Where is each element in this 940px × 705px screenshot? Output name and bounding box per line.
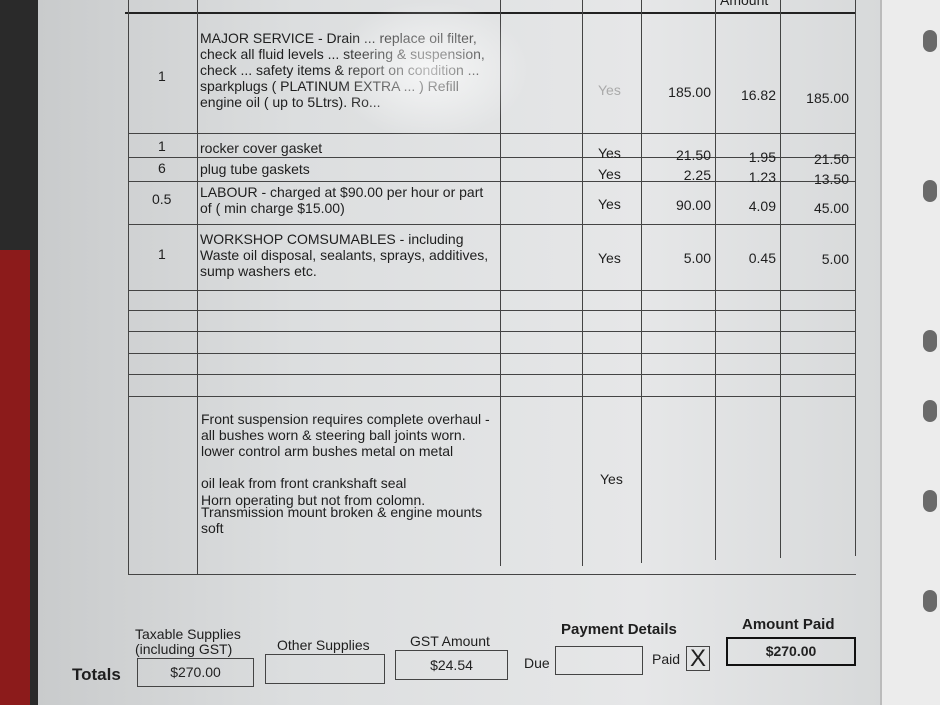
total: 5.00 xyxy=(821,251,849,267)
total: 45.00 xyxy=(813,200,849,216)
price: 185.00 xyxy=(668,84,711,100)
taxable-value: $270.00 xyxy=(137,658,254,687)
paid-label: Paid xyxy=(652,651,681,667)
gst-label: GST Amount xyxy=(410,633,490,649)
total: 185.00 xyxy=(806,90,849,106)
gst-flag: Yes xyxy=(598,82,621,98)
binder-hole xyxy=(923,180,937,202)
binder-hole xyxy=(923,30,937,52)
price: 90.00 xyxy=(675,197,711,213)
price: 5.00 xyxy=(683,250,711,266)
binder-hole xyxy=(923,590,937,612)
note: Transmission mount broken & engine mount… xyxy=(201,504,483,536)
gst-flag: Yes xyxy=(600,471,623,487)
binder-hole xyxy=(923,330,937,352)
description: WORKSHOP COMSUMABLES - including Waste o… xyxy=(200,231,489,279)
other-value xyxy=(265,654,385,684)
due-value xyxy=(555,646,643,675)
gst-value: $24.54 xyxy=(395,650,508,680)
glare xyxy=(330,0,530,140)
binder-hole xyxy=(923,400,937,422)
qty: 1 xyxy=(158,68,166,84)
due-label: Due xyxy=(524,655,550,671)
gst-amount: 1.23 xyxy=(748,169,776,185)
description: plug tube gaskets xyxy=(200,161,310,177)
note: Horn operating but not from colomn. xyxy=(201,492,426,508)
red-folder-edge xyxy=(0,250,30,705)
totals-label: Totals xyxy=(72,665,121,684)
binder-strip xyxy=(880,0,940,705)
qty: 1 xyxy=(158,246,166,262)
gst-flag: Yes xyxy=(598,166,621,182)
gst-flag: Yes xyxy=(598,145,621,161)
other-label: Other Supplies xyxy=(277,637,370,653)
description: LABOUR - charged at $90.00 per hour or p… xyxy=(200,184,484,216)
qty: 0.5 xyxy=(152,191,172,207)
note: oil leak from front crankshaft seal xyxy=(201,475,407,491)
gst-flag: Yes xyxy=(598,250,621,266)
price: 21.50 xyxy=(675,147,711,163)
gst-flag: Yes xyxy=(598,196,621,212)
gst-amount: 0.45 xyxy=(748,250,776,266)
qty: 1 xyxy=(158,138,166,154)
gst-amount: 1.95 xyxy=(748,149,776,165)
price: 2.25 xyxy=(683,167,711,183)
header-amount: Amount xyxy=(720,0,769,8)
description: rocker cover gasket xyxy=(200,140,323,156)
amount-paid-value: $270.00 xyxy=(726,637,856,666)
paid-checkbox[interactable]: X xyxy=(686,646,710,671)
qty: 6 xyxy=(158,160,166,176)
amount-paid-label: Amount Paid xyxy=(742,616,835,633)
total: 13.50 xyxy=(813,171,849,187)
gst-amount: 16.82 xyxy=(740,87,776,103)
note: Front suspension requires complete overh… xyxy=(201,411,490,459)
gst-amount: 4.09 xyxy=(748,198,776,214)
total: 21.50 xyxy=(813,151,849,167)
taxable-label: Taxable Supplies (including GST) xyxy=(135,626,241,657)
binder-hole xyxy=(923,490,937,512)
payment-label: Payment Details xyxy=(561,621,677,638)
